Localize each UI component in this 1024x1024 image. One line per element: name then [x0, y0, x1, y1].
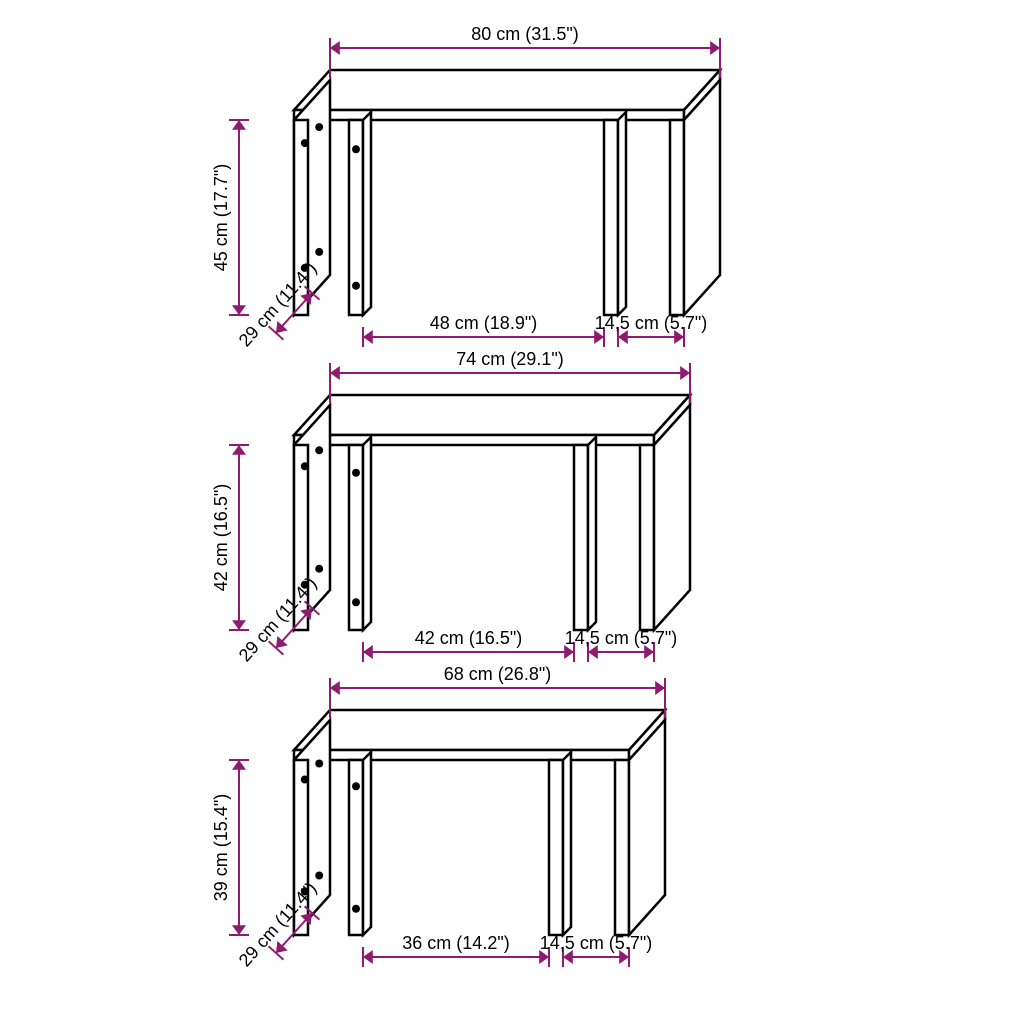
svg-text:36 cm (14.2"): 36 cm (14.2"): [402, 933, 509, 953]
svg-text:68 cm (26.8"): 68 cm (26.8"): [444, 664, 551, 684]
svg-text:39 cm (15.4"): 39 cm (15.4"): [211, 794, 231, 901]
furniture-unit-1: [294, 395, 690, 630]
svg-text:42 cm (16.5"): 42 cm (16.5"): [211, 484, 231, 591]
svg-text:48 cm (18.9"): 48 cm (18.9"): [430, 313, 537, 333]
svg-text:45 cm (17.7"): 45 cm (17.7"): [211, 164, 231, 271]
svg-text:74 cm (29.1"): 74 cm (29.1"): [456, 349, 563, 369]
svg-text:80 cm (31.5"): 80 cm (31.5"): [471, 24, 578, 44]
svg-text:14,5 cm (5.7"): 14,5 cm (5.7"): [565, 628, 677, 648]
svg-text:14,5 cm (5.7"): 14,5 cm (5.7"): [595, 313, 707, 333]
furniture-unit-2: [294, 710, 665, 935]
svg-text:42 cm (16.5"): 42 cm (16.5"): [415, 628, 522, 648]
svg-text:14,5 cm (5.7"): 14,5 cm (5.7"): [540, 933, 652, 953]
furniture-unit-0: [294, 70, 720, 315]
